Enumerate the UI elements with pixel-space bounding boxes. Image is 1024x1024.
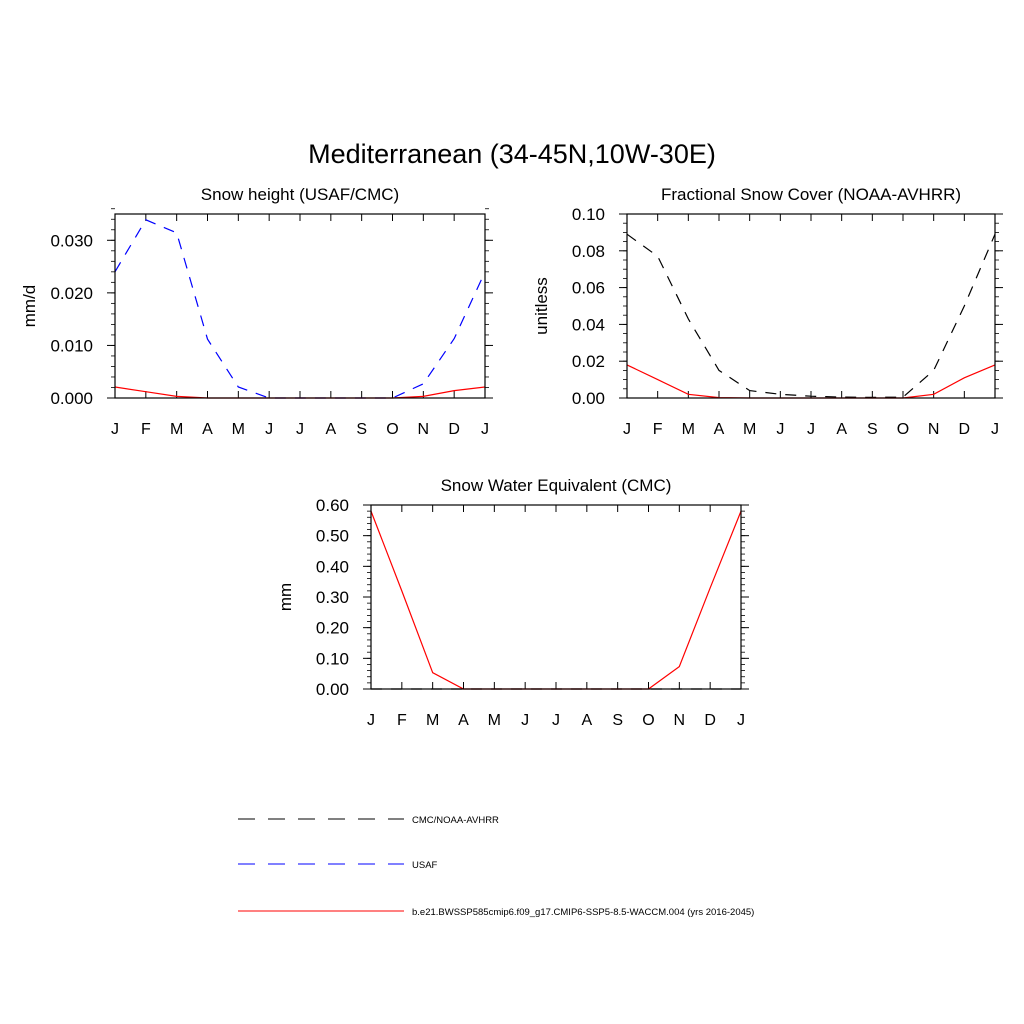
x-tick-label: M [426,712,439,729]
x-tick-label: J [521,712,529,729]
legend-label: b.e21.BWSSP585cmip6.f09_g17.CMIP6-SSP5-8… [412,907,754,918]
x-tick-label: D [704,712,716,729]
y-tick-label: 0.50 [316,527,349,546]
x-tick-label: M [170,421,183,438]
y-axis-label: unitless [532,277,551,335]
x-tick-label: S [867,421,878,438]
plot-frame [114,213,486,399]
y-tick-label: 0.60 [316,496,349,515]
y-axis-label: mm [276,583,295,611]
x-tick-label: J [481,421,489,438]
y-tick-label: 0.20 [316,619,349,638]
x-tick-label: N [928,421,940,438]
x-tick-label: A [581,712,592,729]
x-tick-label: J [296,421,304,438]
x-tick-label: D [959,421,971,438]
x-tick-label: N [418,421,430,438]
x-tick-label: S [356,421,367,438]
y-tick-label: 0.04 [572,315,605,334]
x-tick-label: M [488,712,501,729]
x-tick-label: J [991,421,999,438]
panel-title: Snow Water Equivalent (CMC) [441,476,672,495]
chart-panels: Snow height (USAF/CMC) mm/d J F M A M J J A S O N D J 0… [20,185,1003,729]
series-line-dashed-1 [626,233,996,399]
x-tick-label: J [111,421,119,438]
x-tick-label: A [458,712,469,729]
y-tick-label: 0.30 [316,588,349,607]
legend-item: b.e21.BWSSP585cmip6.f09_g17.CMIP6-SSP5-8… [238,907,754,918]
x-tick-label: D [448,421,460,438]
x-tick-label: N [674,712,686,729]
figure-title: Mediterranean (34-45N,10W-30E) [308,139,716,169]
chart-panel-1: Snow height (USAF/CMC) mm/d J F M A M J J A S O N D J 0… [20,185,493,438]
chart-panel-2: Fractional Snow Cover (NOAA-AVHRR) unitle… [532,185,1003,438]
x-tick-label: M [743,421,756,438]
y-tick-label: 0.000 [50,389,93,408]
x-tick-label: A [325,421,336,438]
legend-item: CMC/NOAA-AVHRR [238,815,499,826]
plot-frame [370,504,742,690]
x-tick-label: M [232,421,245,438]
x-tick-label: O [897,421,909,438]
y-tick-label: 0.40 [316,557,349,576]
plot-frame [626,213,996,399]
x-tick-label: A [714,421,725,438]
legend-label: USAF [412,860,438,871]
chart-legend: CMC/NOAA-AVHRR USAF b.e21.BWSSP585cmip6.f0… [238,815,754,918]
panel-title: Snow height (USAF/CMC) [201,185,399,204]
y-tick-label: 0.020 [50,284,93,303]
y-tick-label: 0.02 [572,352,605,371]
x-tick-label: A [836,421,847,438]
x-tick-label: F [141,421,151,438]
panel-title: Fractional Snow Cover (NOAA-AVHRR) [661,185,961,204]
x-tick-label: J [265,421,273,438]
y-tick-label: 0.010 [50,336,93,355]
y-axis-label: mm/d [20,285,39,328]
x-tick-label: O [642,712,654,729]
y-tick-label: 0.06 [572,279,605,298]
x-tick-label: F [653,421,663,438]
y-tick-label: 0.10 [572,205,605,224]
x-tick-label: M [682,421,695,438]
x-tick-label: J [367,712,375,729]
x-tick-label: S [612,712,623,729]
x-tick-label: F [397,712,407,729]
x-tick-label: O [386,421,398,438]
x-tick-label: J [623,421,631,438]
legend-item: USAF [238,860,438,871]
y-tick-label: 0.00 [316,680,349,699]
x-tick-label: J [776,421,784,438]
y-tick-label: 0.10 [316,649,349,668]
x-tick-label: J [737,712,745,729]
legend-label: CMC/NOAA-AVHRR [412,815,499,826]
y-tick-label: 0.08 [572,242,605,261]
x-tick-label: J [807,421,815,438]
x-tick-label: J [552,712,560,729]
x-tick-label: A [202,421,213,438]
y-tick-label: 0.00 [572,389,605,408]
chart-panel-3: Snow Water Equivalent (CMC) mm J F M A M J J A S O N… [276,476,749,729]
y-tick-label: 0.030 [50,231,93,250]
